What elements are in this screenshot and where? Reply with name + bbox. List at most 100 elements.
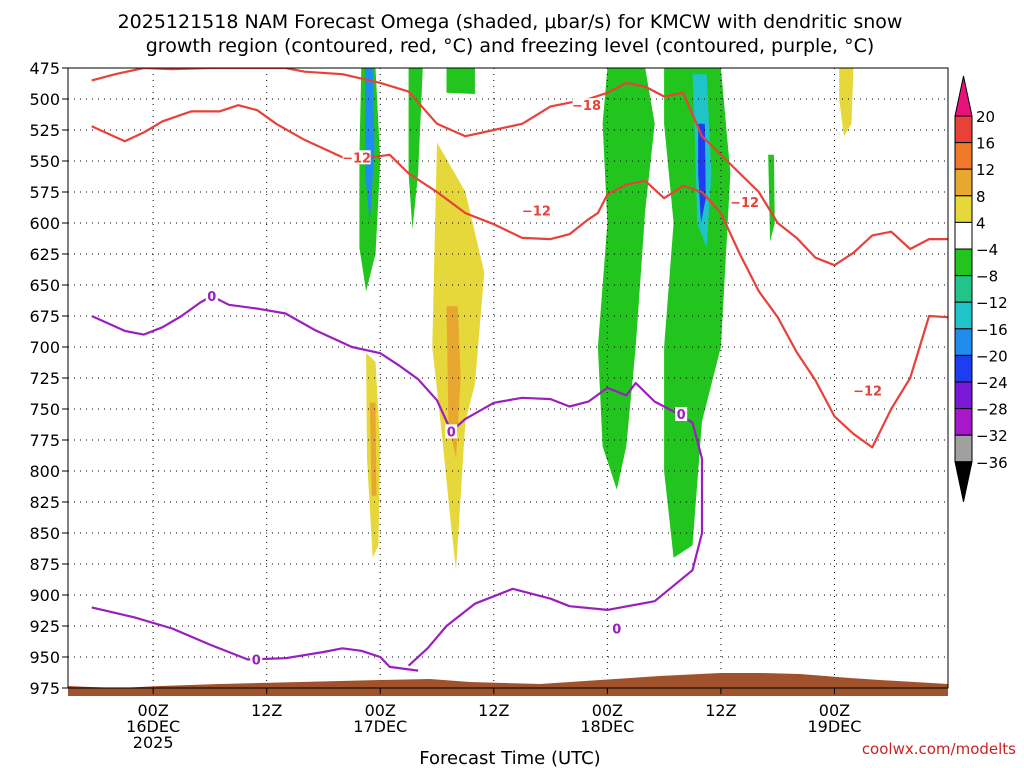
x-tick-label: 17DEC <box>353 717 407 736</box>
x-axis-title: Forecast Time (UTC) <box>419 748 600 768</box>
freezing-level-label: 0 <box>252 653 261 668</box>
freezing-level-line-4 <box>91 606 419 672</box>
colorbar-swatch <box>954 381 973 410</box>
x-tick-label: 12Z <box>705 701 736 720</box>
x-tick-label: 12Z <box>251 701 282 720</box>
chart-title-line-2: growth region (contoured, red, °C) and f… <box>146 35 875 57</box>
colorbar-swatch <box>954 328 973 356</box>
omega-region-14 <box>768 154 775 242</box>
plot-area <box>68 68 948 688</box>
y-tick-label: 925 <box>29 617 60 636</box>
y-tick-label: 625 <box>29 245 60 264</box>
colorbar-swatch <box>954 142 973 170</box>
colorbar-label: 12 <box>976 161 995 179</box>
freezing-level-label: 0 <box>447 425 456 440</box>
y-tick-label: 550 <box>29 152 60 171</box>
colorbar-label: 16 <box>976 135 995 153</box>
omega-region-5 <box>597 68 655 490</box>
y-tick-label: 650 <box>29 276 60 295</box>
dgz-isotherm-line-1 <box>91 104 948 449</box>
y-tick-label: 675 <box>29 307 60 326</box>
contour-label-bg <box>675 406 688 421</box>
colorbar-label: 8 <box>976 188 986 206</box>
chart-title-line-1: 2025121518 NAM Forecast Omega (shaded, μ… <box>118 11 903 33</box>
x-tick-label: 2025 <box>133 733 174 752</box>
y-tick-label: 950 <box>29 648 60 667</box>
y-tick-label: 525 <box>29 121 60 140</box>
freezing-level-label: 0 <box>207 290 216 305</box>
omega-region-12 <box>369 402 377 496</box>
colorbar-label: −8 <box>976 268 998 286</box>
colorbar-swatch <box>954 275 973 303</box>
x-tick-label: 19DEC <box>807 717 861 736</box>
contour-label-bg <box>572 98 601 113</box>
y-tick-label: 900 <box>29 586 60 605</box>
omega-region-3 <box>408 68 423 230</box>
colorbar-label: −20 <box>976 347 1008 365</box>
isotherm-label: −12 <box>522 205 551 220</box>
colorbar-swatch <box>954 248 973 277</box>
colorbar-swatch <box>954 168 973 197</box>
colorbar-label: 20 <box>976 108 995 126</box>
colorbar: 20 16 12 8 4 −4 −8 −12 −16 −20 −24 −28 −32 −36 <box>954 75 1008 502</box>
y-tick-label: 875 <box>29 555 60 574</box>
colorbar-top-arrow <box>954 75 973 117</box>
omega-shading-layer <box>359 68 854 571</box>
contour-labels-layer: −18 −12 −12 −12 −12 0 0 0 0 0 <box>205 98 882 668</box>
contour-label-bg <box>730 194 759 209</box>
isotherm-label: −18 <box>572 99 601 114</box>
y-tick-label: 475 <box>29 59 60 78</box>
colorbar-label: −24 <box>976 374 1008 392</box>
y-tick-label: 500 <box>29 90 60 109</box>
colorbar-bottom-arrow <box>954 461 973 502</box>
colorbar-label: −4 <box>976 241 998 259</box>
grid-layer <box>68 68 948 688</box>
contour-label-bg <box>853 383 882 398</box>
x-tick-label: 00Z <box>819 701 850 720</box>
omega-region-2 <box>365 68 375 223</box>
colorbar-swatch <box>954 115 973 144</box>
colorbar-label: −16 <box>976 321 1008 339</box>
colorbar-label: −28 <box>976 401 1008 419</box>
y-axis: 475 500 525 550 575 600 625 650 675 700 725 750 775 8… <box>29 59 68 698</box>
y-tick-label: 725 <box>29 369 60 388</box>
colorbar-swatch <box>954 408 973 436</box>
freezing-level-label: 0 <box>612 622 621 637</box>
y-tick-label: 775 <box>29 431 60 450</box>
colorbar-label: −12 <box>976 294 1008 312</box>
freezing-level-line-3 <box>91 295 704 667</box>
omega-region-8 <box>698 123 706 223</box>
colorbar-label: −32 <box>976 427 1008 445</box>
x-tick-label: 18DEC <box>580 717 634 736</box>
contour-label-bg <box>250 652 263 667</box>
contour-label-bg <box>445 424 458 439</box>
isotherm-label: −12 <box>730 196 759 211</box>
y-tick-label: 575 <box>29 183 60 202</box>
y-tick-label: 600 <box>29 214 60 233</box>
dgz-isotherm-line-2 <box>91 68 948 267</box>
colorbar-label: −36 <box>976 454 1008 472</box>
contour-lines-layer <box>91 68 948 672</box>
x-tick-label: 16DEC <box>126 717 180 736</box>
x-tick-label: 00Z <box>365 701 396 720</box>
colorbar-swatch <box>954 354 973 383</box>
isotherm-label: −12 <box>853 384 882 399</box>
freezing-level-label: 0 <box>677 408 686 423</box>
contour-label-bg <box>342 150 371 165</box>
colorbar-swatch <box>954 434 973 463</box>
contour-label-bg <box>610 621 623 636</box>
x-tick-label: 00Z <box>137 701 168 720</box>
colorbar-swatch <box>954 221 973 250</box>
y-tick-label: 700 <box>29 338 60 357</box>
x-tick-label: 12Z <box>478 701 509 720</box>
omega-region-13 <box>839 68 854 137</box>
omega-region-10 <box>446 306 461 459</box>
terrain-surface <box>68 673 948 696</box>
y-tick-label: 750 <box>29 400 60 419</box>
colorbar-label: 4 <box>976 214 986 232</box>
credit-text: coolwx.com/modelts <box>862 740 1016 758</box>
y-tick-label: 975 <box>29 679 60 698</box>
colorbar-swatch <box>954 195 973 223</box>
